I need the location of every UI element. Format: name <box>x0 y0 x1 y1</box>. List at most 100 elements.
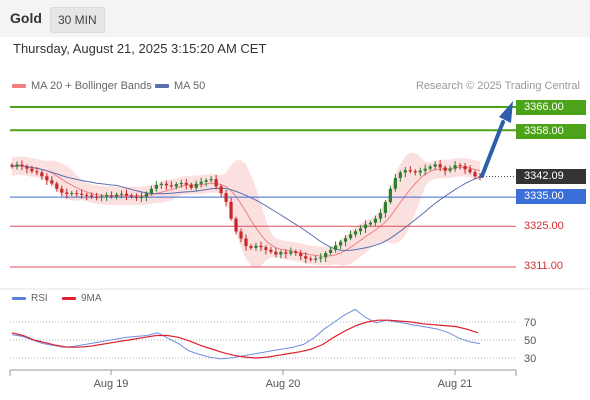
ma20-line <box>11 165 481 257</box>
candle-body <box>104 195 109 197</box>
legend-ma50-label: MA 50 <box>174 80 206 92</box>
candle-body <box>109 195 114 197</box>
candle-body <box>269 249 273 252</box>
candle-body <box>65 192 69 194</box>
price-label-r2: 3366.00 <box>516 100 586 115</box>
legend-ma20: MA 20 + Bollinger Bands <box>12 80 152 92</box>
candle-body <box>289 251 293 254</box>
legend-ma20-label: MA 20 + Bollinger Bands <box>31 80 152 92</box>
candle-body <box>164 183 168 186</box>
candle-body <box>358 228 363 232</box>
candle-body <box>184 182 188 185</box>
candle-body <box>408 170 412 172</box>
price-label-s1: 3325.00 <box>524 220 564 232</box>
candle-body <box>398 172 402 178</box>
candle-body <box>324 253 328 258</box>
candle-body <box>254 245 258 248</box>
candle-body <box>214 179 218 187</box>
candle-body <box>473 172 477 177</box>
credit-text: Research © 2025 Trading Central <box>415 80 580 92</box>
candle-body <box>279 252 283 255</box>
candle-body <box>229 201 233 219</box>
candle-body <box>169 185 173 187</box>
candle-body <box>119 193 124 195</box>
candle-body <box>294 251 298 254</box>
candle-body <box>209 179 213 181</box>
candle-body <box>199 181 203 184</box>
candle-body <box>373 218 378 223</box>
candle-body <box>249 246 253 248</box>
candle-body <box>259 245 263 248</box>
candle-body <box>204 180 208 182</box>
candle-body <box>30 168 34 172</box>
ma20-swatch <box>12 84 26 89</box>
candle-body <box>458 165 462 167</box>
forecast-arrow-shaft <box>480 120 505 178</box>
candle-body <box>15 164 19 167</box>
candle-body <box>423 168 427 171</box>
price-label-pivot: 3335.00 <box>516 189 586 204</box>
rsi-swatch <box>12 296 26 300</box>
candle-body <box>239 231 243 239</box>
ma50-line <box>11 165 481 252</box>
candle-body <box>438 164 442 168</box>
ma50-swatch <box>155 84 169 89</box>
candle-body <box>244 238 248 247</box>
candle-body <box>453 165 457 169</box>
candle-body <box>224 193 228 202</box>
candle-body <box>463 166 467 170</box>
candle-body <box>219 186 223 194</box>
candle-body <box>363 224 368 229</box>
candle-body <box>299 253 303 257</box>
candle-body <box>174 184 178 187</box>
candle-body <box>60 188 64 193</box>
rsi-line <box>11 308 481 360</box>
legend-rsi: RSI <box>12 293 48 304</box>
candle-body <box>314 258 318 260</box>
candle-body <box>274 251 278 255</box>
candle-body <box>124 193 129 196</box>
timestamp: Thursday, August 21, 2025 3:15:20 AM CET <box>13 41 267 56</box>
candle-body <box>234 218 238 232</box>
candle-body <box>304 256 308 259</box>
candle-body <box>428 166 432 169</box>
candle-body <box>284 252 288 254</box>
candle-body <box>264 247 268 250</box>
rsi-level-label: 70 <box>524 317 536 329</box>
candle-body <box>129 195 134 197</box>
candle-body <box>468 169 472 173</box>
candle-body <box>159 183 163 185</box>
candle-body <box>194 183 198 188</box>
candle-body <box>35 171 39 173</box>
legend-rsi-ma: 9MA <box>62 293 102 304</box>
candle-body <box>139 196 144 199</box>
candle-body <box>189 184 193 188</box>
candle-body <box>154 184 158 189</box>
candle-body <box>418 170 422 173</box>
candle-body <box>80 193 84 195</box>
x-tick-label: Aug 21 <box>438 378 473 390</box>
candle-body <box>134 196 139 199</box>
candle-body <box>144 193 149 197</box>
candle-body <box>413 171 417 173</box>
candle-body <box>50 180 54 184</box>
candle-body <box>343 238 348 242</box>
price-label-s2: 3311.00 <box>524 260 563 272</box>
candle-body <box>70 193 74 195</box>
candle-body <box>388 188 392 203</box>
timeframe-button[interactable]: 30 MIN <box>50 7 105 33</box>
price-label-r1: 3358.00 <box>516 124 586 139</box>
candle-body <box>433 164 437 167</box>
candle-body <box>95 196 99 198</box>
candle-body <box>368 222 373 225</box>
candle-body <box>403 170 407 173</box>
x-tick-label: Aug 20 <box>266 378 301 390</box>
candle-body <box>338 241 343 246</box>
candle-body <box>179 182 183 185</box>
candle-body <box>114 194 119 197</box>
candle-body <box>353 231 358 235</box>
rsi-level-label: 50 <box>524 335 536 347</box>
candle-body <box>448 168 452 171</box>
candle-body <box>25 166 29 169</box>
